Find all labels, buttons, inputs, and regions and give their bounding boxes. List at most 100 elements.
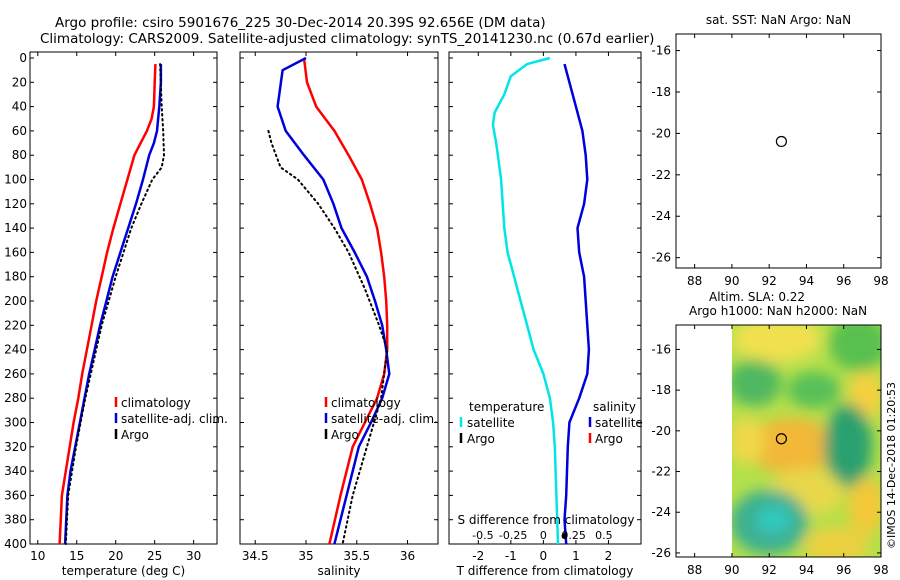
sst-map-xtick-label: 88 [687, 274, 702, 288]
imos-watermark: ©IMOS 14-Dec-2018 01:20:53 [885, 382, 898, 549]
depth-tick-label: 400 [4, 537, 27, 551]
difference-xtick-label: 2 [605, 549, 613, 563]
salinity-difference-tick-label: 0.5 [595, 529, 613, 542]
sla-heatmap-blob [848, 371, 882, 418]
difference-axes-frame [448, 51, 642, 545]
sla-heatmap-blob [755, 505, 792, 534]
salinity-xtick-label: 35.5 [343, 549, 370, 563]
difference-xtick-label: 1 [572, 549, 580, 563]
sla-map-ytick-label: -18 [651, 383, 671, 397]
sla-heatmap-blob [803, 526, 870, 557]
sla-heatmap-blob [824, 403, 873, 488]
sst-map-ytick-label: -22 [651, 168, 671, 182]
sla-map-xtick-label: 88 [687, 563, 702, 577]
sla-map-ytick-label: -16 [651, 342, 671, 356]
sst-map-background [676, 34, 881, 268]
salinity-difference-tick-label: 0.25 [561, 529, 586, 542]
sla-heatmap-field [731, 325, 882, 557]
sst-map-xtick-label: 90 [724, 274, 739, 288]
salinity-legend-item: satellite-adj. clim. [331, 412, 438, 426]
sla-map-argo-location-marker [775, 433, 788, 445]
salinity-difference-tick-label: -0.25 [499, 529, 527, 542]
sla-map-ytick-label: -22 [651, 465, 671, 479]
temperature-xtick-label: 20 [108, 549, 123, 563]
temperature-xtick-label: 25 [147, 549, 162, 563]
sla-heatmap-blob [731, 359, 782, 407]
title-line-2: Climatology: CARS2009. Satellite-adjuste… [40, 31, 654, 47]
difference-panel: -2 -1 0 1 2T difference from climatology temp… [448, 51, 643, 578]
difference-series-t-satellite [491, 56, 560, 545]
sst-map-xtick-label: 94 [799, 274, 814, 288]
salinity-axes-frame [239, 51, 439, 545]
sla-map-ytick-label: -20 [651, 424, 671, 438]
sst-map-title: sat. SST: NaN Argo: NaN [706, 13, 851, 27]
depth-tick-label: 380 [4, 513, 27, 527]
temperature-legend-title: temperature [469, 400, 544, 414]
difference-xtick-label: 0 [540, 549, 548, 563]
difference-xtick-label: -1 [505, 549, 517, 563]
sla-map-panel: -16 -18 -20 -22 -24 -26 88 90 92 94 96 98 Altim. SLA… [651, 290, 888, 577]
sst-map-ytick-label: -26 [651, 251, 671, 265]
sst-map-ytick-label: -16 [651, 44, 671, 58]
depth-tick-label: 260 [4, 367, 27, 381]
salinity-difference-label: S difference from climatology [458, 513, 635, 527]
salinity-legend-item: climatology [331, 396, 401, 410]
temperature-xlabel: temperature (deg C) [62, 564, 185, 578]
depth-tick-label: 0 [19, 51, 27, 65]
salinity-xtick-label: 36 [400, 549, 415, 563]
difference-xtick-label: -2 [472, 549, 484, 563]
salinity-xtick-label: 34.5 [242, 549, 269, 563]
sla-heatmap-blob [848, 478, 882, 534]
depth-tick-label: 280 [4, 391, 27, 405]
salinity-difference-tick-label: 0 [540, 529, 547, 542]
temperature-xtick-label: 30 [186, 549, 201, 563]
sla-map-xtick-label: 90 [724, 563, 739, 577]
salinity-legend-item: Argo [595, 432, 623, 446]
temperature-legend-item: satellite-adj. clim. [121, 412, 228, 426]
depth-tick-label: 320 [4, 440, 27, 454]
sst-map-ytick-label: -18 [651, 85, 671, 99]
depth-tick-label: 80 [12, 148, 27, 162]
temperature-legend-item: Argo [467, 432, 495, 446]
temperature-legend-item: climatology [121, 396, 191, 410]
sla-map-axes-frame [675, 324, 882, 558]
depth-tick-label: 340 [4, 464, 27, 478]
temperature-panel: 0 20 40 60 80 100 120 140 160 180 200 220 240 260 280 3… [4, 51, 228, 578]
depth-tick-label: 240 [4, 343, 27, 357]
salinity-xtick-label: 35 [298, 549, 313, 563]
sst-map-xtick-label: 98 [873, 274, 888, 288]
temperature-axes-frame [29, 51, 218, 545]
temperature-xtick-label: 15 [69, 549, 84, 563]
temperature-legend-item: satellite [467, 416, 515, 430]
depth-tick-label: 40 [12, 100, 27, 114]
sst-map-xtick-label: 92 [762, 274, 777, 288]
sla-map-xtick-label: 96 [836, 563, 851, 577]
sla-map-ytick-label: -26 [651, 546, 671, 560]
temperature-series-climatology [58, 64, 157, 545]
depth-tick-label: 180 [4, 270, 27, 284]
depth-tick-label: 360 [4, 488, 27, 502]
sla-map-title-2: Argo h1000: NaN h2000: NaN [689, 304, 867, 318]
sla-heatmap-blob [828, 325, 882, 372]
depth-tick-label: 100 [4, 173, 27, 187]
depth-tick-label: 120 [4, 197, 27, 211]
depth-tick-label: 60 [12, 124, 27, 138]
salinity-panel: 34.5 35 35.5 36 salinity climatology satellite… [239, 51, 439, 578]
depth-tick-label: 20 [12, 75, 27, 89]
difference-series-s-satellite [563, 63, 591, 545]
depth-tick-label: 220 [4, 318, 27, 332]
difference-xlabel: T difference from climatology [456, 564, 634, 578]
sst-map-xtick-label: 96 [836, 274, 851, 288]
salinity-legend-title: salinity [593, 400, 636, 414]
salinity-series-satellite-adj-clim- [276, 56, 391, 545]
sst-map-argo-location-marker [775, 135, 788, 148]
depth-tick-label: 300 [4, 416, 27, 430]
sla-heatmap-blob [746, 417, 837, 474]
sla-map-xtick-label: 92 [762, 563, 777, 577]
sla-map-xtick-label: 98 [873, 563, 888, 577]
depth-tick-label: 160 [4, 245, 27, 259]
temperature-legend-item: Argo [121, 428, 149, 442]
temperature-xtick-label: 10 [30, 549, 45, 563]
salinity-legend-item: Argo [331, 428, 359, 442]
